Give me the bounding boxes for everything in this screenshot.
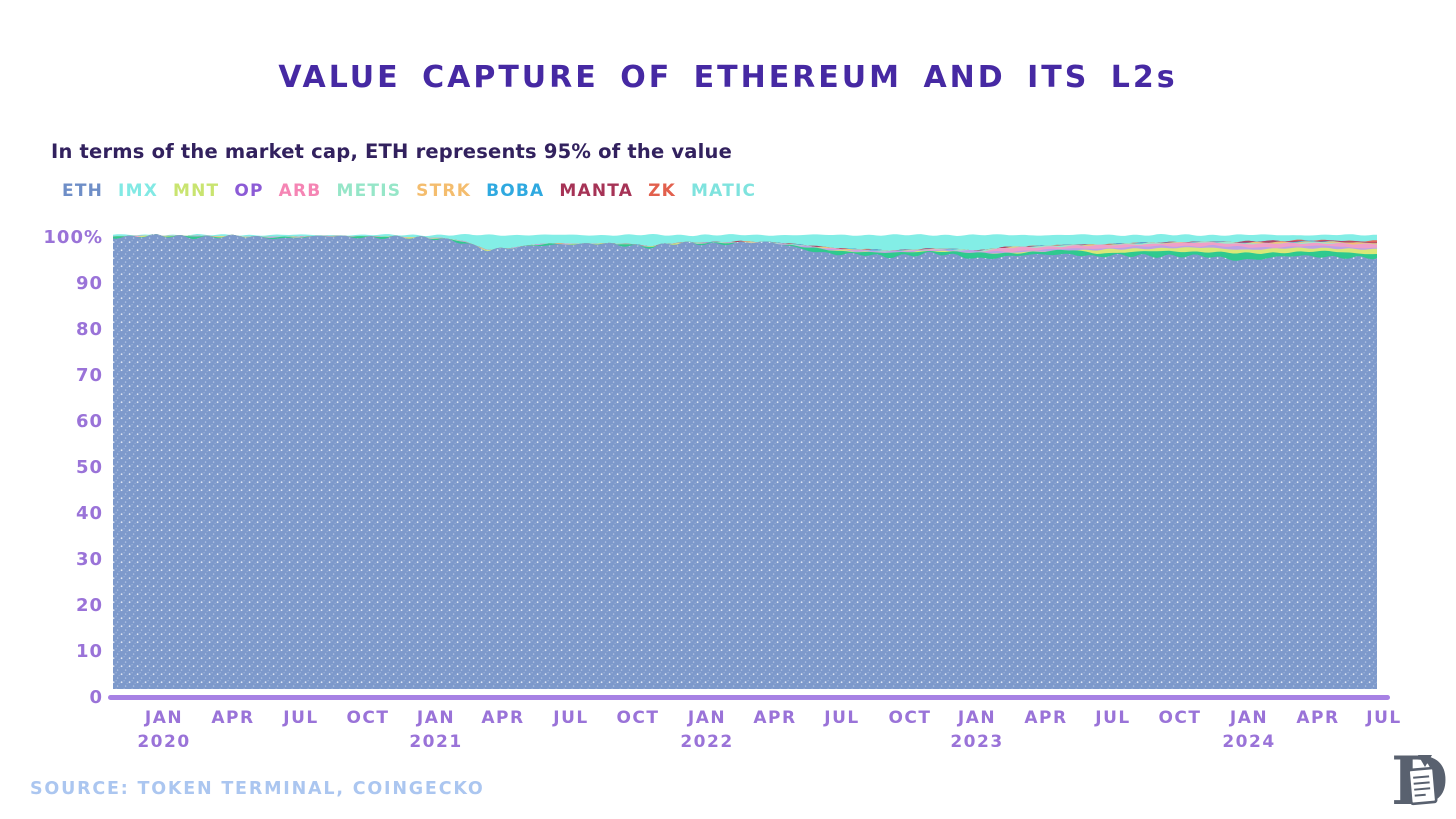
logo-pennant: [1418, 755, 1432, 767]
legend-item-metis: METIS: [336, 181, 402, 201]
y-tick-10: 10: [75, 641, 103, 662]
legend-item-zk: ZK: [648, 181, 677, 201]
x-tick-jul: JUL: [1095, 708, 1131, 728]
legend-item-eth: ETH: [62, 181, 104, 201]
x-tick-apr: APR: [1024, 708, 1068, 728]
source-note: SOURCE: TOKEN TERMINAL, COINGECKO: [30, 779, 485, 799]
legend-item-manta: MANTA: [559, 181, 634, 201]
area-eth-speckle-texture: [113, 234, 1377, 689]
x-tick-jul: JUL: [824, 708, 860, 728]
y-tick-100: 100%: [43, 227, 103, 248]
y-tick-80: 80: [75, 319, 103, 340]
legend-item-imx: IMX: [118, 181, 158, 201]
y-tick-60: 60: [75, 411, 103, 432]
x-tick-apr: APR: [1296, 708, 1340, 728]
x-tick-apr: APR: [753, 708, 797, 728]
x-tick-jan-2021: JAN 2021: [409, 708, 463, 752]
x-tick-jul: JUL: [553, 708, 589, 728]
chart-title: VALUE CAPTURE OF ETHEREUM AND ITS L2s: [278, 60, 1178, 95]
x-tick-jan-2020: JAN 2020: [137, 708, 191, 752]
chart-legend: ETH IMX MNT OP ARB METIS STRK BOBA MANTA ZK MATIC: [62, 181, 756, 201]
x-axis-line: [108, 695, 1390, 700]
y-tick-20: 20: [75, 595, 103, 616]
x-tick-oct: OCT: [616, 708, 660, 728]
publisher-logo: D: [1392, 747, 1448, 815]
x-tick-jan-2023: JAN 2023: [950, 708, 1004, 752]
chart-subtitle: In terms of the market cap, ETH represen…: [51, 140, 733, 163]
legend-item-matic: MATIC: [691, 181, 757, 201]
legend-item-arb: ARB: [278, 181, 322, 201]
x-tick-jul: JUL: [283, 708, 319, 728]
x-tick-apr: APR: [481, 708, 525, 728]
legend-item-strk: STRK: [416, 181, 472, 201]
x-tick-jul: JUL: [1366, 708, 1402, 728]
y-tick-40: 40: [75, 503, 103, 524]
x-tick-oct: OCT: [1158, 708, 1202, 728]
x-tick-jan-2022: JAN 2022: [680, 708, 734, 752]
x-tick-apr: APR: [211, 708, 255, 728]
y-tick-50: 50: [75, 457, 103, 478]
x-tick-oct: OCT: [346, 708, 390, 728]
y-tick-70: 70: [75, 365, 103, 386]
x-tick-oct: OCT: [888, 708, 932, 728]
legend-item-op: OP: [234, 181, 264, 201]
y-tick-90: 90: [75, 273, 103, 294]
y-tick-0: 0: [89, 687, 103, 708]
legend-item-mnt: MNT: [173, 181, 220, 201]
legend-item-boba: BOBA: [486, 181, 545, 201]
y-tick-30: 30: [75, 549, 103, 570]
logo-document-icon: [1407, 766, 1438, 806]
x-tick-jan-2024: JAN 2024: [1222, 708, 1276, 752]
